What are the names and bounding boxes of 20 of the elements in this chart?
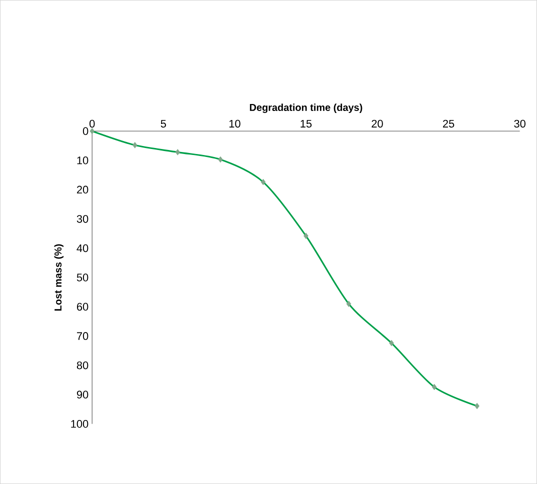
x-tick-label: 10: [229, 120, 240, 128]
y-tick-label: 80: [76, 361, 88, 370]
y-tick-label: 60: [77, 302, 88, 311]
x-tick-label: 15: [300, 120, 312, 128]
y-tick-label: 50: [76, 274, 88, 282]
y-axis-title: Lost mass (%): [54, 244, 64, 311]
y-tick-label: 10: [77, 156, 88, 164]
y-tick-label: 90: [76, 390, 88, 398]
y-tick-label: 0: [82, 127, 88, 135]
x-tick-label: 30: [514, 120, 526, 128]
x-tick-label: 0: [90, 120, 95, 128]
x-tick-label: 20: [372, 120, 383, 128]
x-axis-title: Degradation time (days): [250, 104, 362, 113]
y-tick-label: 30: [76, 215, 88, 223]
y-tick-label: 70: [77, 332, 88, 340]
y-tick-label: 20: [76, 186, 88, 194]
y-tick-label: 40: [76, 244, 88, 252]
y-tick-label: 100: [71, 420, 88, 428]
x-tick-label: 25: [442, 120, 454, 128]
x-tick-label: 5: [160, 120, 166, 128]
